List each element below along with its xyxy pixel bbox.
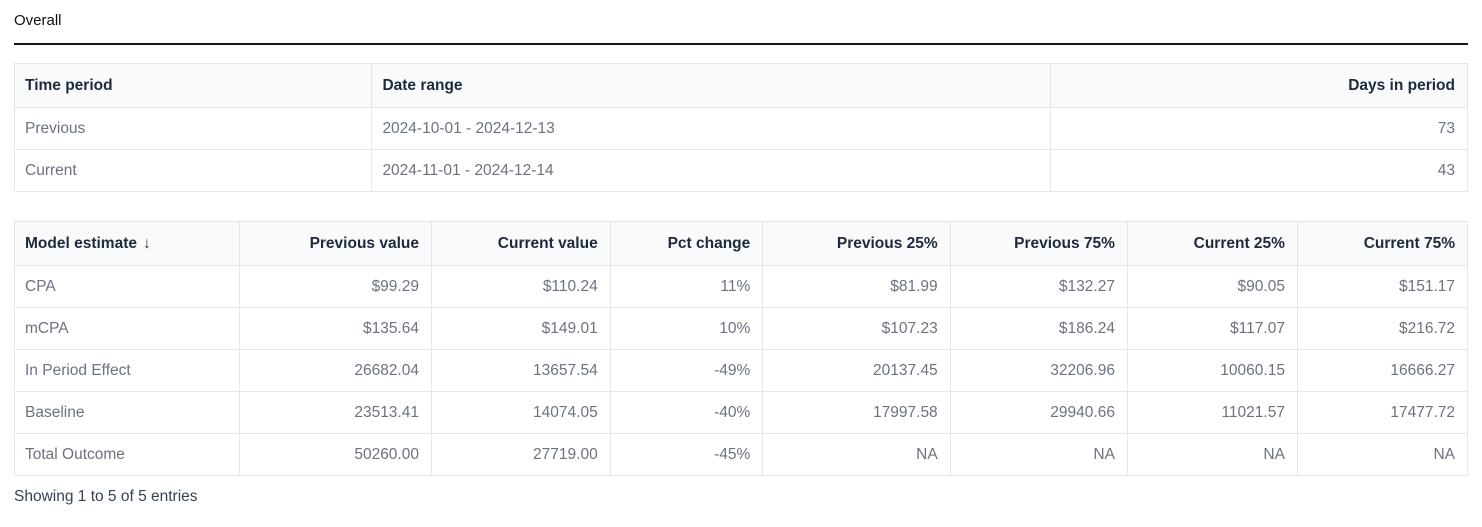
cell-previous-25: 20137.45 [762, 349, 951, 392]
column-header-pct-change[interactable]: Pct change [609, 221, 764, 266]
cell-current-25: 11021.57 [1126, 391, 1298, 434]
cell-current-75: 16666.27 [1296, 349, 1469, 392]
cell-previous-value: 23513.41 [239, 391, 432, 434]
cell-current-value: 14074.05 [430, 391, 611, 434]
page-title: Overall [14, 12, 62, 29]
cell-previous-value: 26682.04 [239, 349, 432, 392]
cell-days-in-period: 73 [1049, 107, 1469, 150]
cell-previous-value: $135.64 [239, 307, 432, 350]
cell-previous-value: $99.29 [239, 265, 432, 308]
cell-previous-75: $186.24 [949, 307, 1128, 350]
cell-current-value: $149.01 [430, 307, 611, 350]
period-table-header-row: Time period Date range Days in period [13, 63, 1469, 108]
cell-model-estimate: mCPA [13, 307, 241, 350]
column-header-time-period: Time period [13, 63, 373, 108]
cell-current-75: 17477.72 [1296, 391, 1469, 434]
cell-time-period: Current [13, 149, 373, 192]
estimates-table-header-row: Model estimate ↓ Previous value Current v… [13, 221, 1469, 266]
column-header-previous-value[interactable]: Previous value [239, 221, 432, 266]
cell-previous-75: $132.27 [949, 265, 1128, 308]
cell-pct-change: -45% [609, 433, 764, 476]
cell-previous-75: NA [949, 433, 1128, 476]
cell-current-value: $110.24 [430, 265, 611, 308]
table-row-in-period-effect: In Period Effect 26682.04 13657.54 -49% … [13, 349, 1469, 392]
column-header-label: Model estimate [25, 235, 137, 252]
table-row-total-outcome: Total Outcome 50260.00 27719.00 -45% NA … [13, 433, 1469, 476]
column-header-current-value[interactable]: Current value [430, 221, 611, 266]
cell-current-75: $216.72 [1296, 307, 1469, 350]
cell-model-estimate: Total Outcome [13, 433, 241, 476]
cell-pct-change: -49% [609, 349, 764, 392]
cell-previous-75: 29940.66 [949, 391, 1128, 434]
cell-pct-change: 10% [609, 307, 764, 350]
column-header-model-estimate[interactable]: Model estimate ↓ [13, 221, 241, 266]
column-header-current-75[interactable]: Current 75% [1296, 221, 1469, 266]
cell-date-range: 2024-10-01 - 2024-12-13 [371, 107, 1051, 150]
cell-previous-25: NA [762, 433, 951, 476]
column-header-current-25[interactable]: Current 25% [1126, 221, 1298, 266]
section-header: Overall [14, 10, 1468, 45]
cell-current-value: 13657.54 [430, 349, 611, 392]
table-row-mcpa: mCPA $135.64 $149.01 10% $107.23 $186.24… [13, 307, 1469, 350]
cell-date-range: 2024-11-01 - 2024-12-14 [371, 149, 1051, 192]
cell-previous-value: 50260.00 [239, 433, 432, 476]
cell-previous-25: $81.99 [762, 265, 951, 308]
cell-model-estimate: Baseline [13, 391, 241, 434]
cell-current-25: $90.05 [1126, 265, 1298, 308]
column-header-days-in-period: Days in period [1049, 63, 1469, 108]
period-table: Time period Date range Days in period Pr… [13, 63, 1469, 192]
cell-current-25: NA [1126, 433, 1298, 476]
column-header-previous-25[interactable]: Previous 25% [762, 221, 951, 266]
column-header-date-range: Date range [371, 63, 1051, 108]
cell-previous-75: 32206.96 [949, 349, 1128, 392]
estimates-table: Model estimate ↓ Previous value Current v… [13, 221, 1469, 476]
cell-previous-25: $107.23 [762, 307, 951, 350]
cell-previous-25: 17997.58 [762, 391, 951, 434]
cell-current-value: 27719.00 [430, 433, 611, 476]
cell-model-estimate: In Period Effect [13, 349, 241, 392]
table-row-cpa: CPA $99.29 $110.24 11% $81.99 $132.27 $9… [13, 265, 1469, 308]
cell-pct-change: 11% [609, 265, 764, 308]
cell-days-in-period: 43 [1049, 149, 1469, 192]
table-row-previous-period: Previous 2024-10-01 - 2024-12-13 73 [13, 107, 1469, 150]
cell-current-25: 10060.15 [1126, 349, 1298, 392]
table-row-current-period: Current 2024-11-01 - 2024-12-14 43 [13, 149, 1469, 192]
cell-current-75: NA [1296, 433, 1469, 476]
cell-pct-change: -40% [609, 391, 764, 434]
cell-time-period: Previous [13, 107, 373, 150]
table-pagination-status: Showing 1 to 5 of 5 entries [14, 488, 198, 505]
cell-model-estimate: CPA [13, 265, 241, 308]
cell-current-25: $117.07 [1126, 307, 1298, 350]
cell-current-75: $151.17 [1296, 265, 1469, 308]
table-row-baseline: Baseline 23513.41 14074.05 -40% 17997.58… [13, 391, 1469, 434]
sort-descending-icon: ↓ [142, 235, 151, 252]
column-header-previous-75[interactable]: Previous 75% [949, 221, 1128, 266]
